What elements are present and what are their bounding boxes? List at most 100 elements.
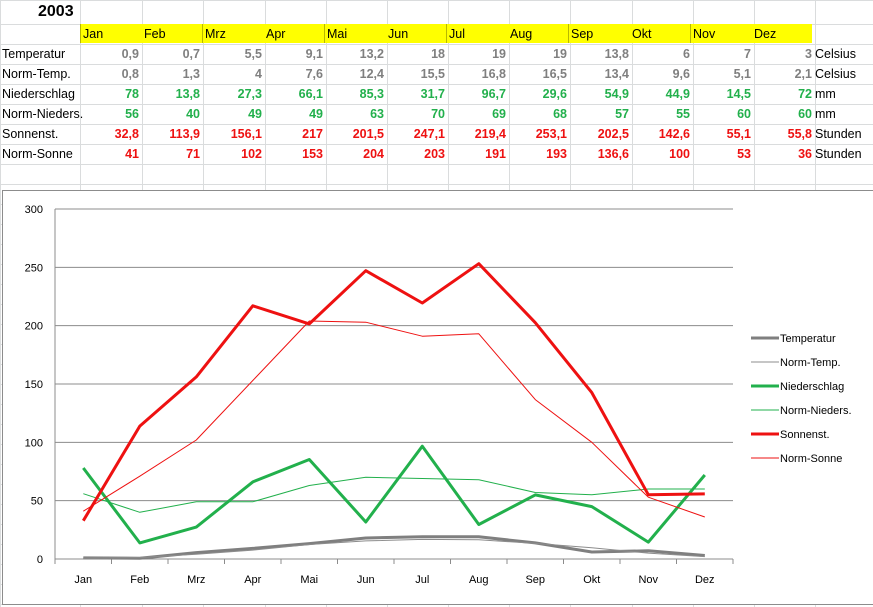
month-header-jun[interactable]: Jun: [385, 24, 446, 43]
data-cell[interactable]: 142,6: [658, 127, 690, 141]
row-label[interactable]: Norm-Temp.: [2, 67, 71, 81]
data-cell[interactable]: 217: [302, 127, 323, 141]
month-header-nov[interactable]: Nov: [690, 24, 752, 43]
month-header-okt[interactable]: Okt: [629, 24, 690, 43]
data-cell[interactable]: 44,9: [665, 87, 690, 101]
data-cell[interactable]: 6: [683, 47, 690, 61]
data-cell[interactable]: 5,5: [244, 47, 262, 61]
data-cell[interactable]: 78: [125, 87, 139, 101]
data-cell[interactable]: 13,8: [604, 47, 629, 61]
data-cell[interactable]: 12,4: [359, 67, 384, 81]
row-label[interactable]: Sonnenst.: [2, 127, 59, 141]
data-cell[interactable]: 40: [186, 107, 200, 121]
data-cell[interactable]: 0,8: [121, 67, 139, 81]
data-cell[interactable]: 156,1: [230, 127, 262, 141]
month-header-apr[interactable]: Apr: [263, 24, 324, 43]
data-cell[interactable]: 136,6: [597, 147, 629, 161]
data-cell[interactable]: 3: [805, 47, 812, 61]
data-cell[interactable]: 13,8: [175, 87, 200, 101]
sheet-title[interactable]: 2003: [38, 3, 74, 20]
data-cell[interactable]: 56: [125, 107, 139, 121]
data-cell[interactable]: 96,7: [481, 87, 506, 101]
data-cell[interactable]: 1,3: [182, 67, 200, 81]
data-cell[interactable]: 19: [492, 47, 506, 61]
data-cell[interactable]: 0,9: [121, 47, 139, 61]
month-header-sep[interactable]: Sep: [568, 24, 630, 43]
data-cell[interactable]: 70: [431, 107, 445, 121]
data-cell[interactable]: 66,1: [298, 87, 323, 101]
unit-cell[interactable]: Celsius: [815, 67, 856, 81]
month-header-jan[interactable]: Jan: [80, 24, 142, 43]
data-cell[interactable]: 41: [125, 147, 139, 161]
data-cell[interactable]: 203: [424, 147, 445, 161]
data-cell[interactable]: 14,5: [726, 87, 751, 101]
data-cell[interactable]: 53: [737, 147, 751, 161]
data-cell[interactable]: 15,5: [420, 67, 445, 81]
data-cell[interactable]: 54,9: [604, 87, 629, 101]
data-cell[interactable]: 72: [798, 87, 812, 101]
data-cell[interactable]: 9,1: [305, 47, 323, 61]
data-cell[interactable]: 13,2: [359, 47, 384, 61]
data-cell[interactable]: 191: [485, 147, 506, 161]
data-cell[interactable]: 4: [255, 67, 262, 81]
data-cell[interactable]: 0,7: [182, 47, 200, 61]
data-cell[interactable]: 55,1: [726, 127, 751, 141]
month-header-aug[interactable]: Aug: [507, 24, 568, 43]
data-cell[interactable]: 13,4: [604, 67, 629, 81]
data-cell[interactable]: 102: [241, 147, 262, 161]
data-cell[interactable]: 2,1: [794, 67, 812, 81]
month-header-feb[interactable]: Feb: [141, 24, 202, 43]
data-cell[interactable]: 153: [302, 147, 323, 161]
unit-cell[interactable]: Celsius: [815, 47, 856, 61]
month-header-dez[interactable]: Dez: [751, 24, 812, 43]
data-cell[interactable]: 19: [553, 47, 567, 61]
data-cell[interactable]: 36: [798, 147, 812, 161]
data-cell[interactable]: 60: [798, 107, 812, 121]
x-tick-label: Aug: [469, 574, 489, 586]
data-cell[interactable]: 9,6: [672, 67, 690, 81]
data-cell[interactable]: 55,8: [787, 127, 812, 141]
row-label[interactable]: Norm-Nieders.: [2, 107, 84, 121]
data-cell[interactable]: 7: [744, 47, 751, 61]
data-cell[interactable]: 85,3: [359, 87, 384, 101]
data-cell[interactable]: 49: [248, 107, 262, 121]
unit-cell[interactable]: mm: [815, 87, 836, 101]
data-cell[interactable]: 32,8: [114, 127, 139, 141]
data-cell[interactable]: 219,4: [474, 127, 506, 141]
data-cell[interactable]: 100: [669, 147, 690, 161]
data-cell[interactable]: 49: [309, 107, 323, 121]
climate-line-chart[interactable]: 0 50 100 150 200 250 300 Jan Feb Mrz Apr Mai Jun Jul A…: [2, 190, 873, 605]
data-cell[interactable]: 69: [492, 107, 506, 121]
data-cell[interactable]: 193: [546, 147, 567, 161]
month-header-jul[interactable]: Jul: [446, 24, 508, 43]
data-cell[interactable]: 27,3: [237, 87, 262, 101]
data-cell[interactable]: 31,7: [420, 87, 445, 101]
data-cell[interactable]: 201,5: [352, 127, 384, 141]
data-cell[interactable]: 29,6: [542, 87, 567, 101]
data-cell[interactable]: 57: [615, 107, 629, 121]
unit-cell[interactable]: Stunden: [815, 127, 862, 141]
data-cell[interactable]: 5,1: [733, 67, 751, 81]
data-cell[interactable]: 7,6: [305, 67, 323, 81]
data-cell[interactable]: 113,9: [169, 127, 200, 141]
row-label[interactable]: Temperatur: [2, 47, 66, 61]
unit-cell[interactable]: Stunden: [815, 147, 862, 161]
data-cell[interactable]: 68: [553, 107, 567, 121]
month-header-mrz[interactable]: Mrz: [202, 24, 264, 43]
data-cell[interactable]: 60: [737, 107, 751, 121]
data-cell[interactable]: 16,5: [542, 67, 567, 81]
data-cell[interactable]: 202,5: [597, 127, 629, 141]
data-cell[interactable]: 55: [676, 107, 690, 121]
unit-cell[interactable]: mm: [815, 107, 836, 121]
data-cell[interactable]: 253,1: [535, 127, 567, 141]
x-tick-label: Jun: [357, 574, 375, 586]
data-cell[interactable]: 63: [370, 107, 384, 121]
data-cell[interactable]: 18: [431, 47, 445, 61]
row-label[interactable]: Niederschlag: [2, 87, 75, 101]
month-header-mai[interactable]: Mai: [324, 24, 386, 43]
data-cell[interactable]: 247,1: [413, 127, 445, 141]
data-cell[interactable]: 71: [186, 147, 200, 161]
row-label[interactable]: Norm-Sonne: [2, 147, 73, 161]
data-cell[interactable]: 16,8: [481, 67, 506, 81]
data-cell[interactable]: 204: [363, 147, 384, 161]
